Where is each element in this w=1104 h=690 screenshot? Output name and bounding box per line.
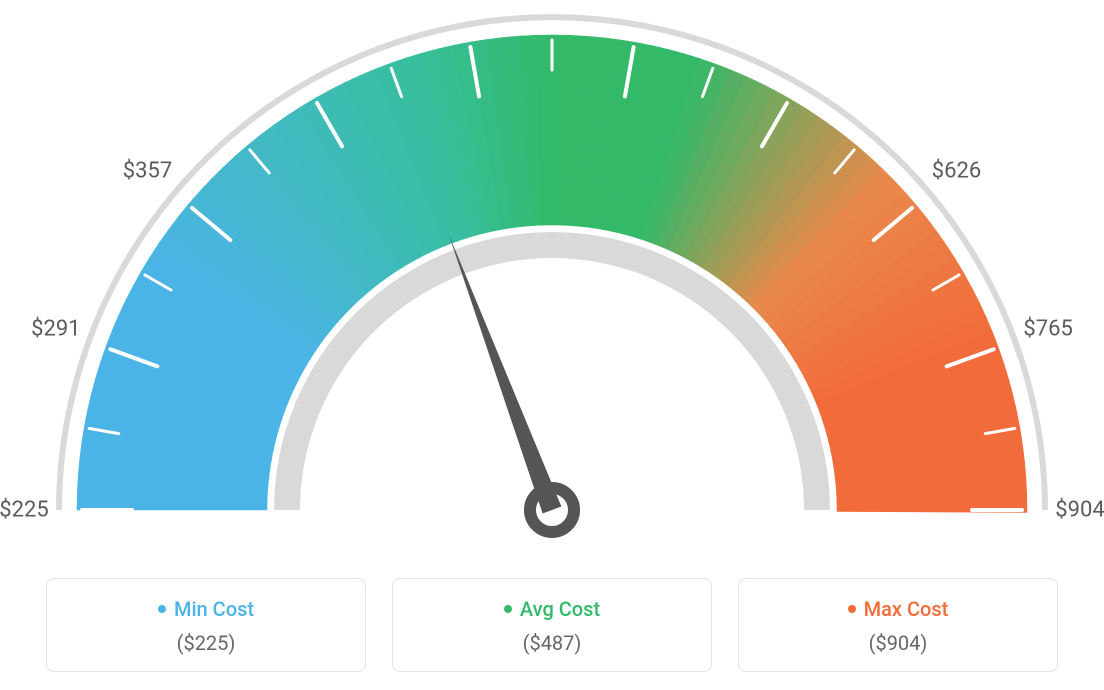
gauge-tick-label: $765 — [1023, 317, 1072, 342]
legend-card-avg: Avg Cost ($487) — [392, 578, 712, 672]
dot-icon — [848, 605, 856, 613]
legend-row: Min Cost ($225) Avg Cost ($487) Max Cost… — [0, 578, 1104, 672]
gauge-tick-label: $291 — [31, 317, 80, 342]
gauge-needle — [448, 234, 561, 514]
gauge-container: $225$291$357$487$626$765$904 — [0, 0, 1104, 560]
legend-title-label: Min Cost — [174, 597, 254, 621]
dot-icon — [504, 605, 512, 613]
legend-value-avg: ($487) — [403, 631, 701, 655]
dot-icon — [158, 605, 166, 613]
legend-value-max: ($904) — [749, 631, 1047, 655]
legend-title-label: Max Cost — [864, 597, 949, 621]
legend-title-label: Avg Cost — [520, 597, 600, 621]
legend-title-max: Max Cost — [848, 597, 949, 621]
gauge-tick-label: $225 — [0, 498, 49, 523]
gauge-tick-label: $357 — [123, 158, 172, 183]
legend-title-avg: Avg Cost — [504, 597, 600, 621]
legend-card-min: Min Cost ($225) — [46, 578, 366, 672]
legend-card-max: Max Cost ($904) — [738, 578, 1058, 672]
legend-value-min: ($225) — [57, 631, 355, 655]
legend-title-min: Min Cost — [158, 597, 254, 621]
gauge-color-arc — [77, 35, 1027, 512]
gauge-tick-label: $904 — [1055, 498, 1104, 523]
gauge-tick-label: $626 — [932, 158, 981, 183]
gauge-svg — [0, 0, 1104, 560]
